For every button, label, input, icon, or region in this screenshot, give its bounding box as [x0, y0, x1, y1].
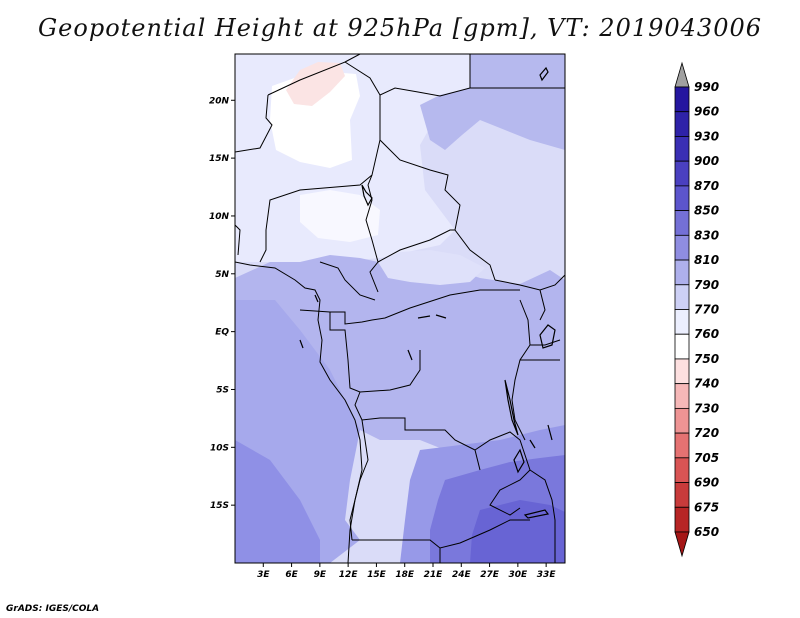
- lon-tick-label: 24E: [452, 570, 472, 580]
- colorbar-level-label: 760: [694, 327, 719, 341]
- colorbar: 990 960 930 900 870 850 830 810 790 770 760 750 740 7…: [674, 61, 719, 558]
- colorbar-level-label: 790: [694, 278, 719, 292]
- colorbar-swatch: [674, 309, 690, 335]
- colorbar-swatch: [674, 333, 690, 360]
- grads-credit: GrADS: IGES/COLA: [6, 604, 100, 614]
- colorbar-level-label: 850: [694, 204, 719, 218]
- colorbar-level-label: 740: [694, 377, 719, 391]
- lat-tick-label: 15S: [210, 501, 229, 511]
- colorbar-swatch: [674, 111, 690, 137]
- colorbar-swatch: [674, 482, 690, 508]
- lat-tick-label: EQ: [215, 328, 229, 338]
- colorbar-swatch: [674, 284, 690, 310]
- colorbar-level-label: 830: [694, 228, 719, 242]
- colorbar-swatch: [674, 136, 690, 162]
- colorbar-swatch: [674, 86, 690, 113]
- map-plot: [235, 54, 565, 563]
- field-southwest-deep: [235, 440, 320, 563]
- lat-tick-label: 15N: [209, 154, 230, 164]
- colorbar-swatch: [674, 358, 690, 385]
- colorbar-level-label: 930: [694, 129, 719, 143]
- colorbar-level-label: 960: [694, 105, 719, 119]
- field-north-pink: [286, 62, 345, 106]
- colorbar-level-label: 675: [694, 500, 719, 514]
- lon-tick-label: 3E: [257, 570, 270, 580]
- field-northeast-blue: [420, 54, 565, 150]
- lon-tick-label: 9E: [314, 570, 327, 580]
- colorbar-top-arrow: [674, 61, 690, 88]
- lon-tick-label: 27E: [480, 570, 500, 580]
- colorbar-bottom-arrow: [674, 531, 690, 558]
- lat-tick-label: 10N: [209, 212, 230, 222]
- colorbar-swatch: [674, 457, 690, 483]
- colorbar-level-label: 720: [694, 426, 719, 440]
- colorbar-swatch: [674, 185, 690, 212]
- field-light-patch: [378, 250, 485, 285]
- colorbar-swatch: [674, 432, 690, 459]
- lon-tick-label: 18E: [395, 570, 415, 580]
- coastline: [235, 224, 363, 563]
- colorbar-level-label: 650: [694, 525, 719, 539]
- colorbar-level-label: 990: [694, 80, 719, 94]
- colorbar-swatch: [674, 259, 690, 286]
- lon-tick-label: 12E: [339, 570, 359, 580]
- plot-frame: [234, 53, 566, 564]
- lon-tick-label: 21E: [424, 570, 444, 580]
- lat-tick-label: 10S: [210, 443, 229, 453]
- lat-tick-label: 5S: [216, 385, 229, 395]
- lakes: [299, 66, 556, 519]
- colorbar-level-label: 900: [694, 154, 719, 168]
- colorbar-level-label: 690: [694, 476, 719, 490]
- colorbar-level-label: 750: [694, 352, 719, 366]
- field-north-white-2: [300, 190, 380, 242]
- colorbar-level-label: 870: [694, 179, 719, 193]
- colorbar-swatch: [674, 383, 690, 409]
- colorbar-swatch: [674, 407, 690, 434]
- colorbar-level-label: 770: [694, 303, 719, 317]
- colorbar-swatch: [674, 210, 690, 236]
- lon-tick-label: 15E: [367, 570, 387, 580]
- lat-tick-label: 5N: [215, 270, 229, 280]
- colorbar-level-label: 705: [694, 451, 719, 465]
- lat-tick-label: 20N: [209, 96, 230, 106]
- lon-tick-label: 6E: [285, 570, 298, 580]
- colorbar-swatch: [674, 506, 690, 533]
- lon-tick-label: 33E: [537, 570, 557, 580]
- axis-ticks: 3E 6E 9E 12E 15E 18E 21E 24E 27E 30E 33E 20N 15N 10N 5…: [209, 96, 556, 580]
- colorbar-swatch: [674, 160, 690, 187]
- country-borders: [235, 54, 565, 563]
- colorbar-swatch: [674, 234, 690, 261]
- colorbar-level-label: 730: [694, 401, 719, 415]
- colorbar-level-label: 810: [694, 253, 719, 267]
- plot-title: Geopotential Height at 925hPa [gpm], VT:…: [38, 14, 762, 42]
- lon-tick-label: 30E: [509, 570, 529, 580]
